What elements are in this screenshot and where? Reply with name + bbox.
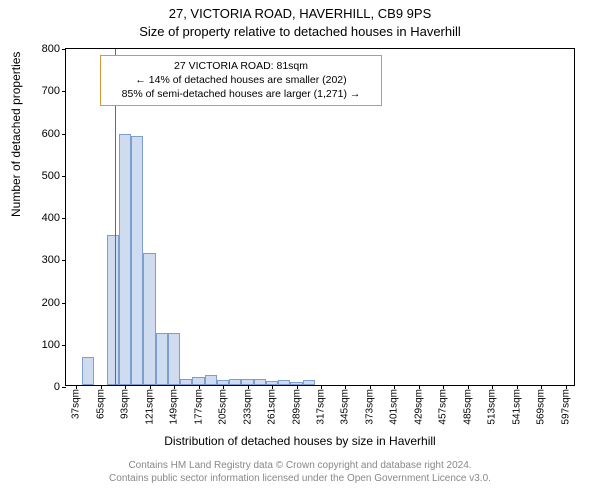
x-tick-label: 233sqm: [242, 389, 253, 425]
y-tick-mark: [62, 303, 66, 304]
x-tick-mark: [541, 385, 542, 389]
chart-title-line1: 27, VICTORIA ROAD, HAVERHILL, CB9 9PS: [0, 6, 600, 21]
histogram-bar: [229, 379, 241, 385]
annotation-line3: 85% of semi-detached houses are larger (…: [122, 88, 361, 100]
y-tick-label: 600: [42, 128, 60, 140]
x-tick-mark: [248, 385, 249, 389]
histogram-bar: [180, 379, 192, 385]
x-tick-label: 569sqm: [536, 389, 547, 425]
y-tick-mark: [62, 134, 66, 135]
x-tick-mark: [517, 385, 518, 389]
histogram-bar: [82, 357, 94, 385]
x-tick-mark: [394, 385, 395, 389]
x-tick-mark: [443, 385, 444, 389]
annotation-line2: ← 14% of detached houses are smaller (20…: [135, 74, 346, 86]
y-tick-label: 800: [42, 43, 60, 55]
histogram-bar: [303, 380, 315, 385]
histogram-bar: [241, 379, 253, 385]
x-tick-label: 457sqm: [438, 389, 449, 425]
x-tick-label: 93sqm: [120, 389, 131, 419]
histogram-bar: [266, 381, 278, 385]
histogram-bar: [131, 136, 143, 385]
x-tick-label: 317sqm: [316, 389, 327, 425]
histogram-bar: [192, 377, 204, 385]
x-tick-mark: [125, 385, 126, 389]
x-tick-label: 541sqm: [511, 389, 522, 425]
x-tick-label: 429sqm: [413, 389, 424, 425]
x-tick-mark: [272, 385, 273, 389]
y-tick-label: 200: [42, 297, 60, 309]
histogram-bar: [254, 379, 266, 385]
x-tick-mark: [174, 385, 175, 389]
x-tick-label: 513sqm: [487, 389, 498, 425]
x-axis-label: Distribution of detached houses by size …: [0, 434, 600, 448]
x-tick-label: 149sqm: [169, 389, 180, 425]
histogram-bar: [143, 253, 155, 385]
y-tick-mark: [62, 176, 66, 177]
histogram-bar: [107, 235, 119, 385]
histogram-bar: [278, 380, 290, 385]
y-tick-label: 400: [42, 212, 60, 224]
x-tick-mark: [345, 385, 346, 389]
y-tick-label: 300: [42, 254, 60, 266]
x-tick-label: 121sqm: [144, 389, 155, 425]
x-tick-mark: [101, 385, 102, 389]
x-tick-mark: [297, 385, 298, 389]
footer-attribution: Contains HM Land Registry data © Crown c…: [0, 460, 600, 485]
x-tick-mark: [468, 385, 469, 389]
x-tick-label: 401sqm: [389, 389, 400, 425]
y-tick-label: 0: [54, 381, 60, 393]
x-tick-label: 261sqm: [267, 389, 278, 425]
chart-title-line2: Size of property relative to detached ho…: [0, 24, 600, 39]
y-tick-mark: [62, 49, 66, 50]
annotation-box: 27 VICTORIA ROAD: 81sqm ← 14% of detache…: [100, 55, 382, 106]
histogram-bar: [156, 333, 168, 385]
y-axis-label: Number of detached properties: [9, 52, 23, 217]
histogram-bar: [205, 375, 217, 385]
x-tick-label: 177sqm: [193, 389, 204, 425]
x-tick-label: 65sqm: [95, 389, 106, 419]
y-tick-label: 700: [42, 85, 60, 97]
x-tick-label: 597sqm: [560, 389, 571, 425]
histogram-bar: [217, 380, 229, 385]
x-tick-mark: [419, 385, 420, 389]
y-tick-mark: [62, 218, 66, 219]
x-tick-mark: [321, 385, 322, 389]
y-tick-mark: [62, 260, 66, 261]
x-tick-mark: [223, 385, 224, 389]
x-tick-mark: [199, 385, 200, 389]
y-tick-mark: [62, 345, 66, 346]
annotation-line1: 27 VICTORIA ROAD: 81sqm: [174, 60, 308, 72]
histogram-bar: [168, 333, 180, 385]
x-tick-mark: [150, 385, 151, 389]
x-tick-mark: [76, 385, 77, 389]
histogram-bar: [290, 382, 302, 385]
y-tick-mark: [62, 91, 66, 92]
x-tick-label: 37sqm: [71, 389, 82, 419]
x-tick-mark: [492, 385, 493, 389]
x-tick-label: 289sqm: [291, 389, 302, 425]
footer-line1: Contains HM Land Registry data © Crown c…: [128, 460, 471, 471]
y-tick-label: 100: [42, 339, 60, 351]
x-tick-label: 373sqm: [364, 389, 375, 425]
y-tick-mark: [62, 387, 66, 388]
histogram-bar: [119, 134, 131, 385]
x-tick-label: 205sqm: [218, 389, 229, 425]
x-tick-label: 485sqm: [462, 389, 473, 425]
x-tick-label: 345sqm: [340, 389, 351, 425]
x-tick-mark: [566, 385, 567, 389]
footer-line2: Contains public sector information licen…: [109, 473, 491, 484]
y-tick-label: 500: [42, 170, 60, 182]
x-tick-mark: [370, 385, 371, 389]
